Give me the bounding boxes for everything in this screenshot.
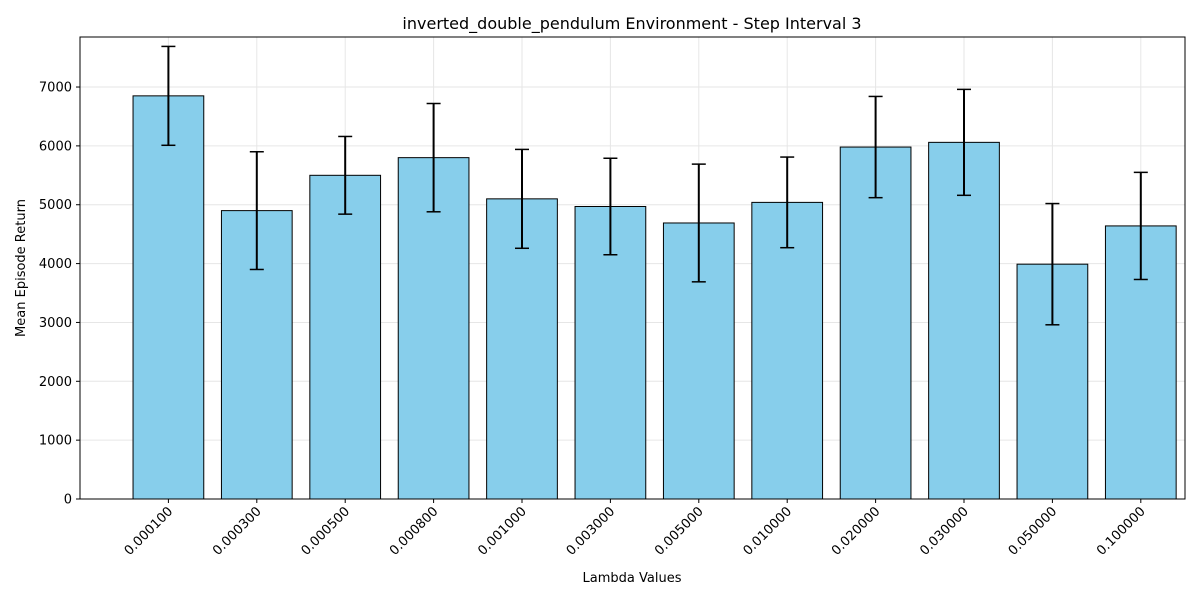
bar [132,95,205,500]
x-axis-ticks: 0.000100 0.000300 0.000500 0.000800 0.001000… [122,499,1149,559]
x-tick-label: 0.020000 [829,504,883,558]
bar [309,174,382,500]
x-tick-label: 0.010000 [741,504,795,558]
y-tick-label: 5000 [39,198,72,213]
x-tick-label: 0.003000 [564,504,618,558]
x-tick-label: 0.100000 [1094,504,1148,558]
y-tick-label: 1000 [39,434,72,449]
x-tick-label: 0.030000 [917,504,971,558]
x-tick-label: 0.001000 [475,504,529,558]
y-tick-label: 6000 [39,139,72,154]
bar [751,201,824,500]
bar [839,146,912,500]
x-axis-title: Lambda Values [583,571,682,586]
bars [132,95,1177,500]
y-axis-ticks: 0 1000 2000 3000 4000 5000 6000 7000 [39,81,80,508]
error-bars [161,45,1148,326]
y-axis-title: Mean Episode Return [14,199,29,337]
y-tick-label: 7000 [39,81,72,96]
x-tick-label: 0.000800 [387,504,441,558]
x-tick-label: 0.000100 [122,504,176,558]
y-tick-label: 2000 [39,375,72,390]
bar [397,157,470,500]
x-tick-label: 0.050000 [1006,504,1060,558]
x-tick-label: 0.000300 [210,504,264,558]
y-tick-label: 3000 [39,316,72,331]
x-tick-label: 0.005000 [652,504,706,558]
x-tick-label: 0.000500 [299,504,353,558]
y-tick-label: 0 [64,493,72,508]
chart-title: inverted_double_pendulum Environment - S… [402,14,861,34]
bar [928,141,1000,500]
y-tick-label: 4000 [39,257,72,272]
plot-frame [79,36,1186,500]
